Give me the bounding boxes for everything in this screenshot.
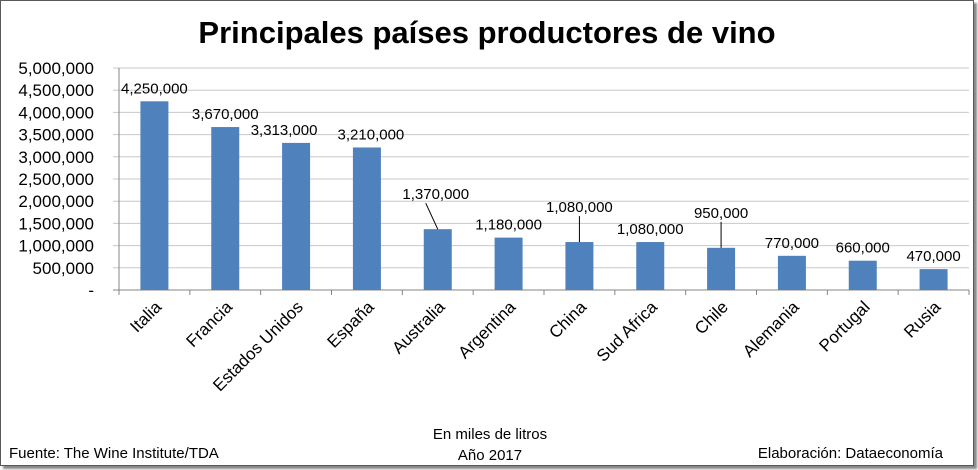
y-tick-label: 2,500,000 — [18, 170, 94, 189]
bar-españa — [352, 147, 381, 290]
x-axis-label: En miles de litros — [432, 426, 548, 443]
x-tick-label: Sud Africa — [593, 297, 662, 366]
data-label: 3,670,000 — [192, 106, 259, 123]
leader-line — [425, 202, 439, 230]
bar-portugal — [848, 260, 877, 290]
y-tick-label: 500,000 — [33, 259, 94, 278]
data-label: 3,313,000 — [251, 122, 318, 139]
data-label: 1,080,000 — [617, 221, 684, 238]
bar-rusia — [919, 269, 948, 290]
x-tick-label: China — [545, 297, 590, 342]
x-tick-label: Portugal — [815, 297, 873, 355]
x-tick-label: Italia — [126, 297, 165, 336]
data-label: 470,000 — [906, 248, 960, 265]
y-tick-label: 4,500,000 — [18, 81, 94, 100]
source-note: Fuente: The Wine Institute/TDA — [9, 445, 219, 462]
bar-italia — [140, 101, 169, 290]
x-tick-label: España — [324, 297, 379, 352]
data-label: 1,180,000 — [475, 217, 542, 234]
data-label: 4,250,000 — [121, 80, 188, 97]
bar-francia — [211, 127, 240, 290]
year-note: Año 2017 — [457, 447, 523, 464]
x-tick-label: Argentina — [455, 297, 520, 362]
bar-alemania — [777, 255, 806, 290]
data-label: 770,000 — [765, 235, 819, 252]
data-label: 1,080,000 — [546, 199, 613, 216]
y-tick-label: 1,000,000 — [18, 237, 94, 256]
data-label: 660,000 — [836, 240, 890, 257]
y-tick-label: 3,000,000 — [18, 148, 94, 167]
bar-argentina — [494, 237, 523, 290]
y-tick-label: 4,000,000 — [18, 103, 94, 122]
y-tick-label: 3,500,000 — [18, 126, 94, 145]
bar-australia — [423, 229, 452, 290]
chart-title: Principales países productores de vino — [198, 15, 776, 50]
x-tick-label: Rusia — [900, 297, 945, 342]
x-tick-label: Australia — [388, 297, 449, 358]
data-label: 3,210,000 — [338, 126, 405, 143]
data-label: 1,370,000 — [402, 186, 469, 203]
bar-sud-africa — [636, 242, 665, 290]
y-tick-label: 1,500,000 — [18, 214, 94, 233]
x-tick-label: Francia — [183, 297, 237, 351]
y-tick-label: - — [88, 281, 94, 300]
credit-note: Elaboración: Dataeconomía — [757, 445, 943, 462]
bar-china — [565, 242, 594, 290]
y-tick-label: 2,000,000 — [18, 192, 94, 211]
bar-estados-unidos — [282, 142, 311, 290]
x-tick-label: Chile — [691, 297, 732, 338]
y-tick-label: 5,000,000 — [18, 59, 94, 78]
bar-chile — [707, 247, 736, 290]
x-tick-label: Alemania — [739, 297, 803, 361]
data-label: 950,000 — [694, 205, 748, 222]
